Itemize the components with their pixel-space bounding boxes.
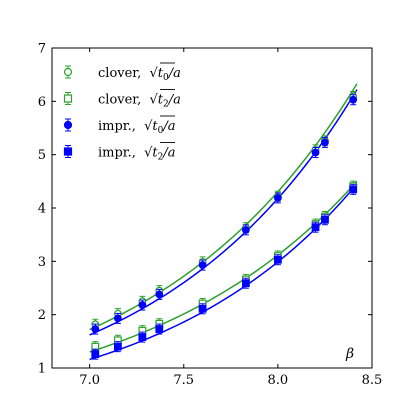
legend-label: clover, √t2/a bbox=[98, 93, 181, 110]
legend-sym: √t bbox=[150, 66, 164, 81]
legend-sym: √t bbox=[150, 93, 164, 108]
legend-sub: 2 bbox=[158, 153, 164, 163]
data-point bbox=[113, 314, 122, 323]
data-point bbox=[155, 290, 164, 299]
data-point bbox=[321, 215, 329, 224]
legend-sym: √t bbox=[144, 146, 158, 161]
data-point bbox=[311, 148, 320, 157]
data-point bbox=[91, 350, 100, 359]
fit-curve bbox=[89, 180, 358, 353]
data-point bbox=[63, 147, 73, 156]
legend-label: clover, √t0/a bbox=[98, 66, 181, 83]
legend-tail: /a bbox=[161, 119, 175, 134]
legend-tail: /a bbox=[167, 93, 181, 108]
data-point bbox=[63, 67, 73, 77]
x-tick-label: 7.0 bbox=[79, 373, 100, 388]
fit-curve bbox=[89, 183, 358, 361]
data-point bbox=[113, 342, 122, 351]
legend-label: impr., √t0/a bbox=[98, 119, 176, 136]
data-point bbox=[273, 255, 282, 264]
y-tick-label: 2 bbox=[38, 308, 46, 323]
data-point bbox=[138, 301, 147, 309]
legend-tail: /a bbox=[161, 146, 175, 161]
y-tick-label: 3 bbox=[38, 255, 46, 270]
data-point bbox=[91, 325, 100, 333]
data-point bbox=[63, 120, 73, 130]
y-tick-label: 4 bbox=[38, 202, 46, 217]
legend-sub: 0 bbox=[163, 73, 169, 83]
y-tick-label: 1 bbox=[38, 362, 46, 377]
legend-main: impr., bbox=[98, 119, 144, 134]
legend-tail: /a bbox=[167, 66, 181, 81]
legend-label: impr., √t2/a bbox=[98, 146, 176, 163]
legend-sub: 2 bbox=[163, 100, 169, 110]
data-point bbox=[349, 95, 358, 104]
legend-sub: 0 bbox=[158, 126, 164, 136]
data-point bbox=[155, 325, 164, 333]
y-tick-label: 5 bbox=[38, 148, 46, 163]
legend-main: impr., bbox=[98, 146, 144, 161]
legend-sym: √t bbox=[144, 119, 158, 134]
legend-main: clover, bbox=[98, 66, 150, 81]
data-point bbox=[138, 333, 147, 341]
data-point bbox=[273, 193, 282, 202]
data-point bbox=[198, 304, 207, 313]
legend-main: clover, bbox=[98, 93, 150, 108]
x-axis-label: β bbox=[345, 346, 354, 362]
y-tick-label: 6 bbox=[38, 95, 46, 110]
data-point bbox=[241, 279, 250, 288]
data-point bbox=[63, 94, 73, 103]
x-tick-label: 7.5 bbox=[173, 373, 194, 388]
x-tick-label: 8.0 bbox=[268, 373, 289, 388]
data-point bbox=[241, 225, 250, 234]
data-point bbox=[311, 223, 320, 232]
y-tick-label: 7 bbox=[38, 42, 46, 57]
data-point bbox=[321, 138, 329, 147]
data-point bbox=[198, 261, 207, 269]
fit-curve bbox=[89, 89, 358, 336]
x-tick-label: 8.5 bbox=[362, 373, 383, 388]
data-point bbox=[349, 185, 358, 194]
axis-ticks: 7.0 7.5 8.0 8.5 1 2 3 4 5 6 7 bbox=[38, 42, 383, 389]
data-points bbox=[91, 91, 358, 360]
